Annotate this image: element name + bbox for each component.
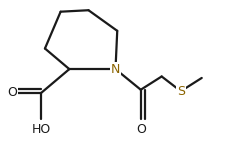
Text: S: S: [177, 85, 185, 98]
Text: O: O: [136, 123, 146, 136]
Text: N: N: [111, 63, 120, 76]
Text: HO: HO: [32, 123, 51, 136]
Text: O: O: [7, 86, 17, 99]
